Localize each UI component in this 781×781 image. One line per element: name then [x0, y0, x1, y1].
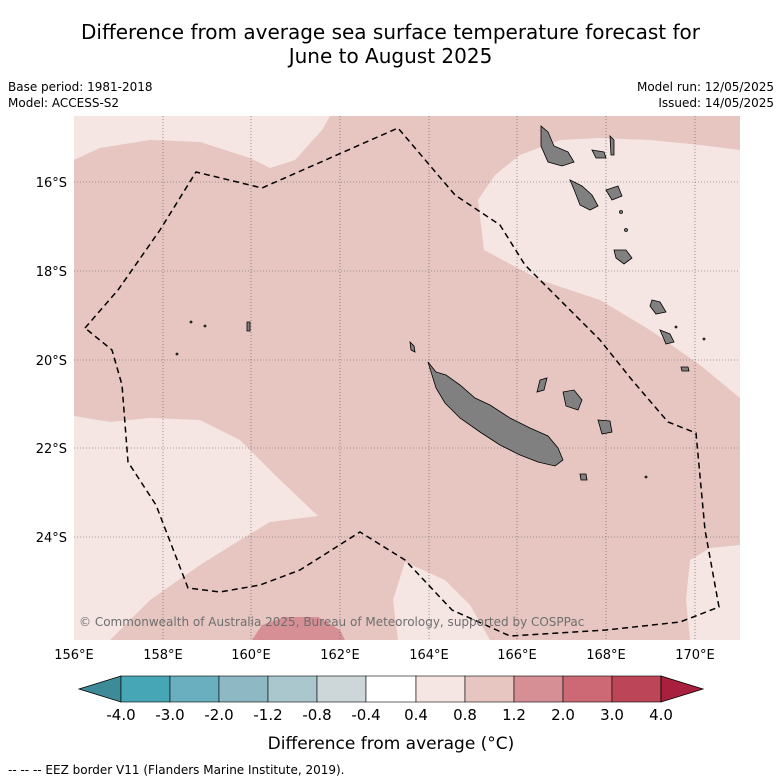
longitude-label: 160°E — [231, 648, 271, 663]
anomaly-zone-0-4-to-0-8-southwest — [74, 416, 318, 640]
colorbar-tick-label: 4.0 — [649, 706, 673, 724]
issued-date-text: Issued: 14/05/2025 — [658, 96, 774, 110]
island-reef-7 — [702, 337, 706, 341]
anomaly-zone-0-4-to-0-8-southeast — [686, 545, 740, 640]
model-run-text: Model run: 12/05/2025 — [636, 80, 774, 94]
colorbar-tick-label: -1.2 — [253, 706, 282, 724]
colorbar-segment — [218, 675, 269, 703]
island-reef-1 — [189, 320, 193, 324]
latitude-label: 24°S — [36, 531, 67, 546]
longitude-label: 168°E — [586, 648, 626, 663]
colorbar-tick-label: 0.8 — [453, 706, 477, 724]
latitude-label: 22°S — [36, 442, 67, 457]
latitude-label: 16°S — [36, 176, 67, 191]
colorbar-segment — [169, 675, 220, 703]
colorbar-segment — [365, 675, 417, 703]
island-mare — [597, 419, 613, 435]
island-pentecost — [609, 134, 615, 156]
colorbar-tick-label: -2.0 — [204, 706, 233, 724]
island-lifou — [562, 389, 583, 411]
island-erromango — [649, 299, 667, 315]
island-reef-8 — [644, 475, 648, 479]
longitude-labels: 156°E 158°E 160°E 162°E 164°E 166°E 168°E 170°E — [54, 648, 715, 663]
island-tanna — [659, 329, 675, 345]
colorbar-segment — [267, 675, 318, 703]
longitude-label: 158°E — [143, 648, 183, 663]
latitude-label: 18°S — [36, 265, 67, 280]
map-gridlines — [74, 116, 740, 640]
anomaly-zone-0-4-to-0-8-northeast — [478, 138, 740, 398]
copyright-text: © Commonwealth of Australia 2025, Bureau… — [79, 615, 584, 629]
latitude-label: 20°S — [36, 354, 67, 369]
island-efate — [613, 249, 633, 265]
colorbar-tick-label: -0.8 — [302, 706, 331, 724]
colorbar-segment — [316, 675, 367, 703]
colorbar-segment — [415, 675, 466, 703]
island-reef-5 — [624, 228, 628, 232]
colorbar-tick-label: -4.0 — [106, 706, 135, 724]
island-grande-terre — [427, 361, 564, 467]
colorbar-tick-label: 1.2 — [502, 706, 526, 724]
anomaly-zone-0-4-to-0-8-northwest — [74, 116, 330, 168]
island-espiritu-santo — [540, 125, 575, 167]
island-reef-4 — [619, 210, 623, 214]
colorbar-tick-label: -3.0 — [155, 706, 184, 724]
island-malekula — [569, 179, 599, 211]
island-reef-6 — [674, 325, 678, 329]
chart-title-line-1: Difference from average sea surface temp… — [80, 20, 700, 44]
colorbar-tick-labels: -4.0 -3.0 -2.0 -1.2 -0.8 -0.4 0.4 0.8 1.2 2.0 3.0 4… — [106, 706, 673, 724]
land-areas — [175, 125, 706, 481]
colorbar-segment — [120, 675, 171, 703]
island-chesterfield — [246, 321, 251, 332]
colorbar-tick-label: -0.4 — [351, 706, 380, 724]
longitude-label: 162°E — [320, 648, 360, 663]
base-period-text: Base period: 1981-2018 — [8, 80, 153, 94]
island-reef-2 — [203, 324, 207, 328]
longitude-label: 170°E — [675, 648, 715, 663]
eez-border-line — [83, 127, 720, 637]
colorbar-segment — [513, 675, 564, 703]
island-malo — [605, 185, 623, 201]
colorbar-extend-high — [660, 675, 705, 703]
island-ambae — [591, 149, 607, 159]
chart-title-line-2: June to August 2025 — [288, 44, 493, 68]
colorbar-extend-low — [77, 675, 122, 703]
anomaly-zone-1-2-to-2-0 — [252, 617, 345, 640]
colorbar-title: Difference from average (°C) — [268, 734, 515, 754]
longitude-label: 164°E — [409, 648, 449, 663]
latitude-labels: 16°S 18°S 20°S 22°S 24°S — [36, 176, 67, 546]
longitude-label: 156°E — [54, 648, 94, 663]
island-isle-of-pines — [579, 473, 588, 481]
island-anatom — [680, 366, 690, 372]
longitude-label: 166°E — [497, 648, 537, 663]
island-ouvea — [536, 377, 548, 393]
colorbar-tick-label: 0.4 — [404, 706, 428, 724]
colorbar — [77, 675, 705, 703]
colorbar-tick-label: 2.0 — [551, 706, 575, 724]
map-panel: © Commonwealth of Australia 2025, Bureau… — [74, 116, 740, 640]
colorbar-tick-label: 3.0 — [600, 706, 624, 724]
colorbar-segment — [611, 675, 662, 703]
island-reef-3 — [175, 352, 179, 356]
eez-footnote: -- -- -- EEZ border V11 (Flanders Marine… — [8, 763, 345, 777]
colorbar-segment — [562, 675, 613, 703]
colorbar-segment — [464, 675, 515, 703]
model-name-text: Model: ACCESS-S2 — [8, 96, 120, 110]
anomaly-zone-0-4-to-0-8-south — [393, 562, 490, 640]
island-belep — [409, 340, 416, 353]
